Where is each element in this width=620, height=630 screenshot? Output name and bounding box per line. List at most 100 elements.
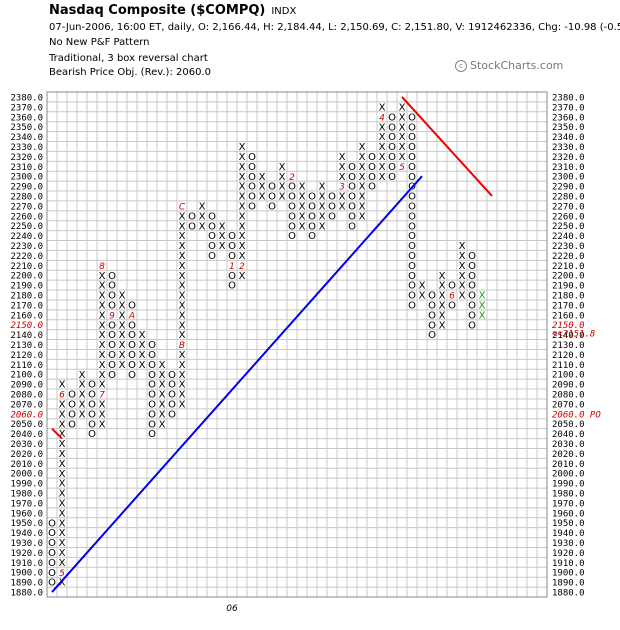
x-box: X — [59, 518, 66, 529]
price-objective-label: 2060.0 PO — [552, 410, 601, 420]
x-box: X — [439, 291, 446, 302]
x-box: X — [299, 221, 306, 232]
o-box: O — [48, 548, 56, 559]
x-box: X — [119, 291, 126, 302]
x-box: X — [239, 221, 246, 232]
x-box: X — [59, 558, 66, 569]
o-box: O — [248, 162, 256, 173]
x-box: X — [99, 291, 106, 302]
right-tick-label: 2210.0 — [552, 262, 585, 272]
x-box: X — [59, 528, 66, 539]
o-box: O — [408, 241, 416, 252]
o-box: O — [468, 261, 476, 272]
x-box: X — [59, 479, 66, 490]
x-box: X — [399, 112, 406, 123]
x-box: X — [99, 300, 106, 311]
x-box: X — [159, 400, 166, 411]
x-box: X — [219, 231, 226, 242]
x-box: X — [59, 489, 66, 500]
x-box: X — [419, 281, 426, 292]
o-box: O — [448, 300, 456, 311]
x-box: X — [239, 192, 246, 203]
left-price-axis: 1880.01890.01900.01910.01920.01930.01940… — [10, 93, 43, 598]
x-box: X — [99, 419, 106, 430]
right-tick-label: 1890.0 — [552, 579, 585, 589]
left-tick-label: 2050.0 — [10, 420, 43, 430]
brand-text: StockCharts.com — [470, 59, 564, 72]
right-tick-label: 2200.0 — [552, 272, 585, 282]
x-box: X — [439, 300, 446, 311]
o-box: O — [408, 122, 416, 133]
time-axis-label: 06 — [226, 604, 238, 614]
right-tick-label: 2330.0 — [552, 143, 585, 153]
month-marker: 5 — [59, 569, 65, 579]
o-box: O — [428, 320, 436, 331]
x-box: X — [179, 390, 186, 401]
o-box: O — [288, 231, 296, 242]
right-tick-label: 2010.0 — [552, 460, 585, 470]
right-tick-label: 1960.0 — [552, 509, 585, 519]
x-box: X — [179, 271, 186, 282]
x-box: X — [399, 152, 406, 163]
month-marker: 1 — [229, 262, 235, 272]
right-tick-label: 2070.0 — [552, 400, 585, 410]
o-box: O — [468, 251, 476, 262]
x-box: X — [319, 192, 326, 203]
x-box: X — [259, 192, 266, 203]
right-tick-label: 2370.0 — [552, 103, 585, 113]
o-box: O — [408, 192, 416, 203]
x-box: X — [319, 182, 326, 193]
x-box: X — [259, 172, 266, 183]
left-tick-label: 2250.0 — [10, 222, 43, 232]
o-box: O — [48, 568, 56, 579]
x-box: X — [59, 578, 66, 589]
o-box: O — [88, 419, 96, 430]
o-box: O — [348, 201, 356, 212]
right-tick-label: 1970.0 — [552, 499, 585, 509]
o-box: O — [48, 528, 56, 539]
o-box: O — [108, 360, 116, 371]
o-box: O — [188, 221, 196, 232]
o-box: O — [148, 350, 156, 361]
o-box: O — [68, 409, 76, 420]
right-tick-label: 2030.0 — [552, 440, 585, 450]
right-price-axis: 1880.01890.01900.01910.01920.01930.01940… — [552, 93, 601, 598]
x-box: X — [439, 320, 446, 331]
o-box: O — [308, 231, 316, 242]
o-box: O — [228, 281, 236, 292]
x-box: X — [179, 251, 186, 262]
o-box: O — [128, 320, 136, 331]
left-tick-label: 2120.0 — [10, 351, 43, 361]
left-tick-label: 2350.0 — [10, 123, 43, 133]
o-box: O — [128, 350, 136, 361]
x-box: X — [179, 211, 186, 222]
left-tick-label: 1890.0 — [10, 579, 43, 589]
x-box: X — [179, 370, 186, 381]
right-tick-label: 1910.0 — [552, 559, 585, 569]
month-marker: 4 — [379, 113, 385, 123]
month-marker: 2 — [289, 173, 295, 183]
last-price-marker: <<2151.8 — [552, 330, 595, 340]
left-tick-label: 2200.0 — [10, 272, 43, 282]
x-box: X — [59, 429, 66, 440]
right-tick-label: 2360.0 — [552, 113, 585, 123]
left-tick-label: 2140.0 — [10, 331, 43, 341]
o-box: O — [148, 429, 156, 440]
price-objective-line: Bearish Price Obj. (Rev.): 2060.0 — [49, 67, 211, 78]
x-box: X — [179, 241, 186, 252]
x-box: X — [239, 142, 246, 153]
x-box: X — [139, 360, 146, 371]
o-box: O — [108, 330, 116, 341]
x-box: X — [59, 439, 66, 450]
o-box: O — [168, 370, 176, 381]
o-box: O — [368, 162, 376, 173]
o-box: O — [108, 291, 116, 302]
right-tick-label: 1920.0 — [552, 549, 585, 559]
o-box: O — [148, 370, 156, 381]
right-tick-label: 2170.0 — [552, 301, 585, 311]
left-tick-label: 2180.0 — [10, 291, 43, 301]
x-box: X — [79, 400, 86, 411]
x-box: X — [139, 340, 146, 351]
trendline — [51, 427, 63, 440]
o-box: O — [48, 538, 56, 549]
